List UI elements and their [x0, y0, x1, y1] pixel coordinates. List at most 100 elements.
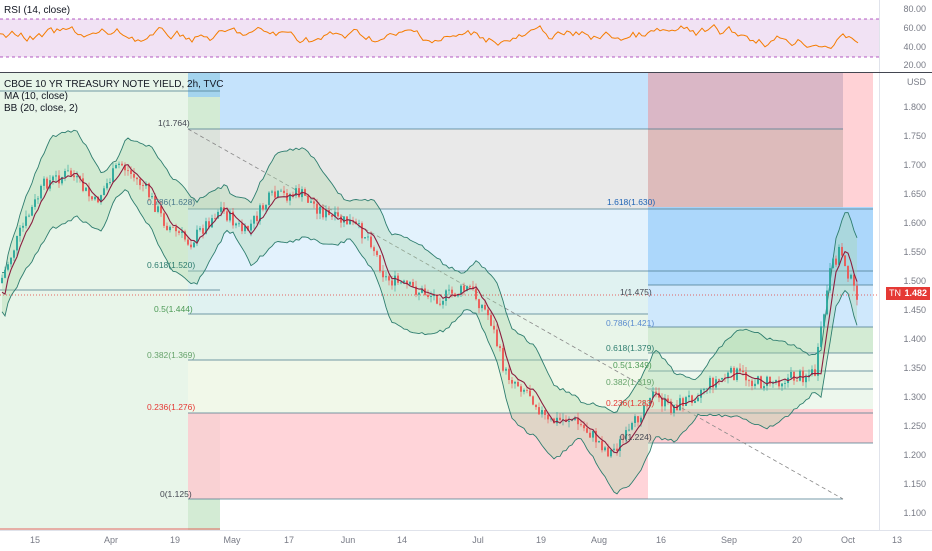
time-tick: 16 [655, 535, 667, 545]
rsi-legend: RSI (14, close) [4, 5, 71, 16]
candle-body [619, 439, 621, 451]
fib-right-0236: 0.236(1.283) [606, 398, 655, 408]
candle-body [754, 383, 756, 387]
candle-body [343, 216, 345, 223]
candle-body [808, 374, 810, 377]
price-axis[interactable]: USD 1.800 1.750 1.700 1.650 1.600 1.550 … [879, 73, 932, 530]
candle-body [13, 250, 15, 258]
candle-body [283, 190, 285, 194]
candle-body [451, 289, 453, 294]
candle-body [262, 205, 264, 210]
price-tick: 1.350 [903, 363, 926, 373]
candle-body [580, 424, 582, 426]
candle-body [667, 398, 669, 402]
rsi-axis[interactable]: 80.00 60.00 40.00 20.00 [879, 0, 932, 72]
candle-body [163, 213, 165, 226]
candle-body [445, 290, 447, 302]
candle-body [697, 397, 699, 401]
candle-body [109, 182, 111, 184]
candle-body [457, 294, 459, 297]
candle-body [760, 376, 762, 389]
candle-body [34, 199, 36, 207]
legend-symbol: CBOE 10 YR TREASURY NOTE YIELD, 2h, TVC [4, 79, 224, 90]
price-tick: 1.800 [903, 102, 926, 112]
candle-body [802, 370, 804, 383]
candle-body [97, 196, 99, 203]
candle-body [10, 257, 12, 265]
time-axis[interactable]: 15 Apr 19 May 17 Jun 14 Jul 19 Aug 16 Se… [0, 530, 932, 551]
rsi-pane[interactable]: RSI (14, close) 80.00 60.00 40.00 20.00 [0, 0, 932, 73]
candle-body [73, 175, 75, 178]
candle-body [379, 255, 381, 271]
candle-body [124, 165, 126, 171]
price-tick: 1.750 [903, 131, 926, 141]
fib-right-1618: 1.618(1.630) [607, 197, 656, 207]
candle-body [382, 270, 384, 278]
candle-body [115, 165, 117, 169]
candle-body [529, 390, 531, 397]
bb-upper-line [1, 129, 858, 414]
candle-body [130, 170, 132, 174]
candle-body [199, 228, 201, 230]
right-red-edge [843, 73, 873, 207]
candle-body [466, 286, 468, 291]
candle-body [268, 192, 270, 205]
candle-body [673, 404, 675, 413]
candle-body [310, 201, 312, 203]
candle-body [655, 391, 657, 393]
candle-body [172, 226, 174, 228]
candle-body [250, 223, 252, 231]
candle-body [640, 417, 642, 423]
candle-body [202, 228, 204, 234]
rsi-chart [0, 18, 880, 58]
candle-body [523, 389, 525, 392]
fib-right-1: 1(1.475) [620, 287, 652, 297]
candle-body [856, 285, 858, 300]
time-tick: Aug [590, 535, 608, 545]
candle-body [433, 294, 435, 297]
candle-body [394, 275, 396, 286]
candle-body [499, 346, 501, 349]
fib-right-0382: 0.382(1.319) [606, 377, 655, 387]
fib-left-1: 1(1.764) [158, 118, 190, 128]
candle-body [796, 380, 798, 382]
fib-lightblue-zone [188, 209, 648, 271]
fib-red-zone [188, 413, 648, 499]
time-tick: Jul [472, 535, 484, 545]
candle-body [25, 216, 27, 226]
candle-body [409, 281, 411, 285]
candle-body [748, 380, 750, 382]
candle-body [280, 190, 282, 192]
time-tick: 15 [29, 535, 41, 545]
candle-body [64, 171, 66, 177]
candle-body [721, 377, 723, 380]
candle-body [190, 244, 192, 248]
candle-body [547, 414, 549, 420]
candle-body [835, 258, 837, 265]
candle-body [688, 395, 690, 398]
candle-body [193, 242, 195, 248]
price-tick: 1.150 [903, 479, 926, 489]
candle-body [469, 286, 471, 287]
candle-body [376, 251, 378, 256]
candle-body [217, 211, 219, 219]
candle-body [784, 383, 786, 384]
candle-body [646, 405, 648, 407]
right-green-zone [648, 327, 873, 353]
candle-body [112, 168, 114, 183]
fib-left-05: 0.5(1.444) [154, 304, 193, 314]
green-zone-left [0, 73, 188, 530]
candle-body [631, 422, 633, 430]
main-chart-pane[interactable]: CBOE 10 YR TREASURY NOTE YIELD, 2h, TVC … [0, 73, 932, 530]
candle-body [166, 225, 168, 231]
candle-body [178, 231, 180, 233]
candle-body [652, 391, 654, 398]
candle-body [91, 196, 93, 200]
candle-body [277, 190, 279, 198]
candle-body [406, 280, 408, 285]
candle-body [853, 274, 855, 286]
candle-body [610, 449, 612, 457]
fib-lime-zone [188, 360, 648, 413]
candle-body [325, 210, 327, 218]
candle-body [598, 441, 600, 443]
